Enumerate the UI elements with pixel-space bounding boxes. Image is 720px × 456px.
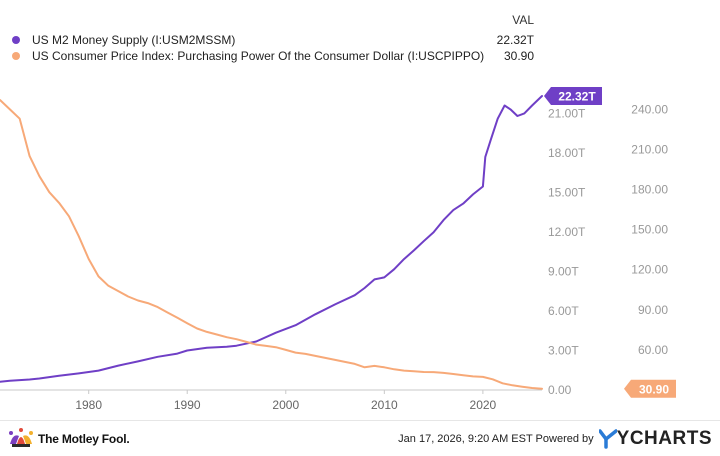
ycharts-logo[interactable]: YCHARTS [598,428,712,450]
x-tick-label: 2010 [371,398,398,412]
y-left-tick-label: 15.00T [548,185,586,199]
ycharts-mark-icon [598,429,617,449]
ycharts-wordmark: YCHARTS [616,428,712,449]
y-right-tick-label: 210.00 [631,142,668,156]
y-right-tick-label: 180.00 [631,183,668,197]
end-label-flag [624,379,676,398]
y-left-tick-label: 3.00T [548,343,579,357]
legend-swatch-m2 [12,36,20,44]
y-left-tick-label: 0.00 [548,383,572,397]
y-left-tick-label: 9.00T [548,264,579,278]
legend-value-m2: 22.32T [496,33,534,47]
end-label-text: 22.32T [558,90,596,104]
y-right-tick-label: 90.00 [638,303,668,317]
legend-value-header: VAL [512,13,534,27]
x-tick-label: 2000 [272,398,299,412]
end-label-cpi: 30.90 [624,379,676,398]
legend-swatch-cpi [12,52,20,60]
timestamp: Jan 17, 2026, 9:20 AM EST Powered by [398,433,594,445]
x-tick-label: 1980 [75,398,102,412]
chart-legend: VAL US M2 Money Supply (I:USM2MSSM) 22.3… [0,0,720,70]
footer-attribution: Jan 17, 2026, 9:20 AM EST Powered by YCH… [398,426,712,452]
y-left-tick-label: 6.00T [548,304,579,318]
y-left-tick-label: 21.00T [548,106,586,120]
legend-label-m2: US M2 Money Supply (I:USM2MSSM) [32,33,236,47]
y-left-tick-label: 12.00T [548,225,586,239]
x-tick-label: 1990 [174,398,201,412]
end-label-text: 30.90 [639,382,669,396]
legend-item-m2[interactable]: US M2 Money Supply (I:USM2MSSM) 22.32T [12,31,534,49]
y-right-tick-label: 240.00 [631,102,668,116]
series-line-cpi[interactable] [0,99,543,390]
end-label-flag [544,87,602,105]
legend-value-cpi: 30.90 [503,49,534,63]
footer-brand: The Motley Fool. [8,426,130,452]
footer-divider [0,420,720,421]
legend-label-cpi: US Consumer Price Index: Purchasing Powe… [32,49,485,63]
y-right-tick-label: 60.00 [638,343,668,357]
y-right-tick-label: 120.00 [631,263,668,277]
chart-end-labels: 22.32T 30.90 [544,87,676,398]
legend-item-cpi[interactable]: US Consumer Price Index: Purchasing Powe… [12,47,534,65]
y-right-tick-label: 150.00 [631,223,668,237]
x-tick-label: 2020 [470,398,497,412]
jester-hat-icon [9,428,33,447]
chart-axes: 1980 1990 2000 2010 2020 0.00 3.00T 6.00T 9.00T 1… [0,102,668,412]
chart-series [0,95,543,390]
line-chart: 1980 1990 2000 2010 2020 0.00 3.00T 6.00T 9.00T 1… [0,87,676,412]
end-label-m2: 22.32T [544,87,602,105]
brand-name: The Motley Fool. [38,432,130,446]
series-line-m2[interactable] [0,95,543,383]
y-left-tick-label: 18.00T [548,146,586,160]
